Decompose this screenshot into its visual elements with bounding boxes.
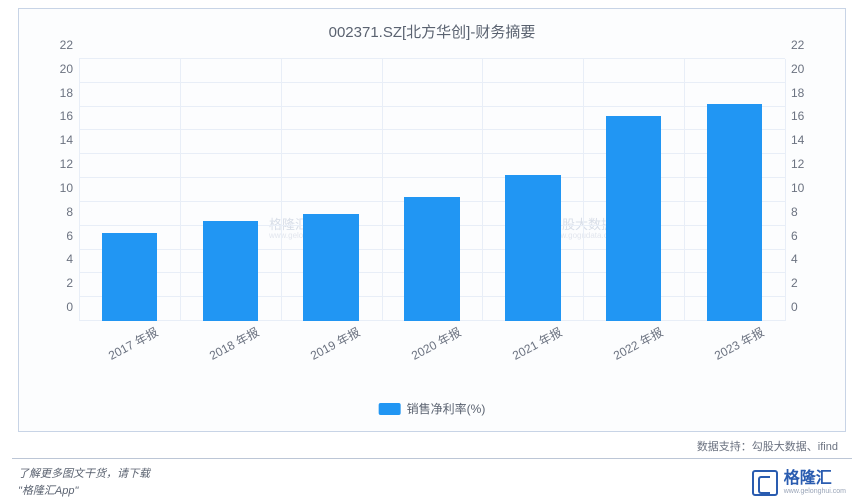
bar — [404, 197, 459, 321]
y-tick-left: 8 — [49, 205, 73, 219]
x-tick-label: 2020 年报 — [408, 323, 464, 363]
y-tick-left: 14 — [49, 133, 73, 147]
brand-name: 格隆汇 — [784, 470, 832, 487]
y-tick-right: 14 — [791, 133, 815, 147]
y-tick-left: 22 — [49, 38, 73, 52]
footer-left: 了解更多图文干货，请下载 "格隆汇App" — [18, 466, 150, 499]
plot-area: 格隆汇 www.gelonghui.com 勾股大数据 www.gogudata… — [79, 59, 785, 321]
x-tick-label: 2018 年报 — [206, 323, 262, 363]
grid-line — [79, 58, 785, 59]
bar — [102, 233, 157, 321]
legend: 销售净利率(%) — [379, 400, 486, 417]
y-tick-right: 20 — [791, 62, 815, 76]
y-tick-left: 2 — [49, 276, 73, 290]
legend-label: 销售净利率(%) — [407, 400, 486, 417]
data-support-text: 数据支持：勾股大数据、ifind — [697, 438, 838, 454]
grid-line-v — [382, 59, 383, 321]
x-tick-label: 2021 年报 — [509, 323, 565, 363]
y-tick-right: 6 — [791, 229, 815, 243]
legend-swatch — [379, 403, 401, 415]
brand-sub: www.gelonghui.com — [784, 488, 846, 495]
y-tick-right: 0 — [791, 300, 815, 314]
x-tick-label: 2022 年报 — [610, 323, 666, 363]
footer-brand: 格隆汇 www.gelonghui.com — [752, 470, 846, 496]
grid-line-v — [583, 59, 584, 321]
x-tick-label: 2017 年报 — [106, 323, 162, 363]
y-tick-left: 20 — [49, 62, 73, 76]
grid-line-v — [180, 59, 181, 321]
y-tick-right: 2 — [791, 276, 815, 290]
y-tick-left: 6 — [49, 229, 73, 243]
bar — [303, 214, 358, 321]
bar — [707, 104, 762, 321]
y-tick-left: 10 — [49, 181, 73, 195]
y-tick-left: 16 — [49, 109, 73, 123]
y-tick-right: 12 — [791, 157, 815, 171]
grid-line — [79, 82, 785, 83]
divider — [12, 458, 852, 459]
bar — [505, 175, 560, 321]
y-tick-left: 4 — [49, 252, 73, 266]
bar — [606, 116, 661, 321]
y-tick-right: 18 — [791, 86, 815, 100]
y-tick-right: 8 — [791, 205, 815, 219]
chart-panel: 002371.SZ[北方华创]-财务摘要 格隆汇 www.gelonghui.c… — [18, 8, 846, 432]
x-tick-label: 2023 年报 — [711, 323, 767, 363]
y-tick-right: 4 — [791, 252, 815, 266]
brand-text-block: 格隆汇 www.gelonghui.com — [784, 470, 846, 495]
footer-line-2: "格隆汇App" — [18, 483, 150, 500]
grid-line-v — [482, 59, 483, 321]
y-tick-left: 12 — [49, 157, 73, 171]
chart-title: 002371.SZ[北方华创]-财务摘要 — [19, 21, 845, 42]
brand-logo-icon — [752, 470, 778, 496]
grid-line-v — [79, 59, 80, 321]
grid-line — [79, 177, 785, 178]
grid-line — [79, 153, 785, 154]
grid-line-v — [785, 59, 786, 321]
y-tick-right: 22 — [791, 38, 815, 52]
footer: 了解更多图文干货，请下载 "格隆汇App" 格隆汇 www.gelonghui.… — [18, 466, 846, 499]
y-tick-right: 16 — [791, 109, 815, 123]
y-tick-left: 18 — [49, 86, 73, 100]
grid-line — [79, 129, 785, 130]
footer-line-1: 了解更多图文干货，请下载 — [18, 466, 150, 483]
grid-line-v — [281, 59, 282, 321]
y-tick-left: 0 — [49, 300, 73, 314]
bar — [203, 221, 258, 321]
grid-line-v — [684, 59, 685, 321]
x-tick-label: 2019 年报 — [307, 323, 363, 363]
y-tick-right: 10 — [791, 181, 815, 195]
grid-line — [79, 106, 785, 107]
